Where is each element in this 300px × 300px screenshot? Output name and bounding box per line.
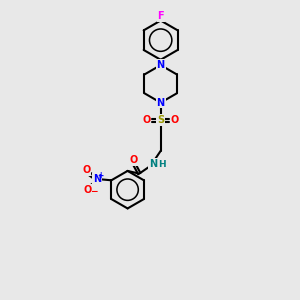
Text: N: N — [93, 174, 101, 184]
Text: N: N — [157, 60, 165, 70]
Text: O: O — [171, 115, 179, 125]
Text: O: O — [142, 115, 151, 125]
Text: S: S — [157, 115, 164, 125]
Text: O: O — [84, 185, 92, 195]
Text: −: − — [90, 187, 97, 196]
Text: O: O — [129, 155, 137, 165]
Text: N: N — [157, 98, 165, 108]
Text: N: N — [149, 159, 157, 169]
Text: F: F — [158, 11, 164, 21]
Text: +: + — [97, 171, 103, 180]
Text: H: H — [158, 160, 166, 169]
Text: O: O — [82, 165, 90, 175]
